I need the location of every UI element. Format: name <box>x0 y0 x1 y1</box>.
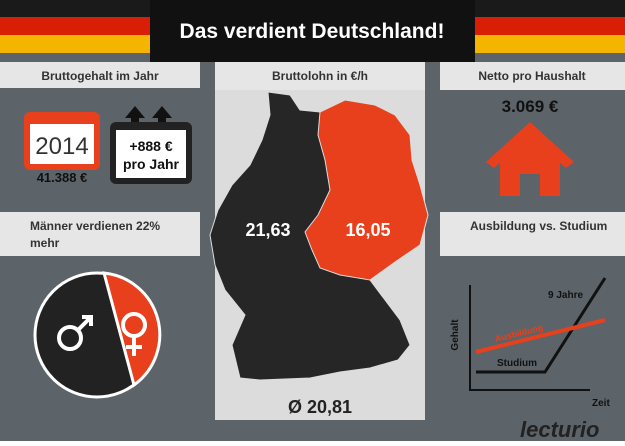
arrow-icons <box>125 106 172 122</box>
house-icon <box>486 122 574 196</box>
panel-header <box>440 62 625 90</box>
panel-heading: Bruttolohn in €/h <box>272 69 368 83</box>
panel-heading: Netto pro Haushalt <box>478 69 585 83</box>
female-symbol <box>121 312 147 356</box>
y-axis-label: Gehalt <box>450 319 461 351</box>
map-east <box>304 99 429 281</box>
panel-heading: Bruttogehalt im Jahr <box>41 69 159 83</box>
panel-heading-text: Ausbildung vs. Studium <box>470 219 607 233</box>
panel-header <box>0 62 200 88</box>
average-wage: Ø 20,81 <box>288 397 352 417</box>
panel-heading: Männer verdienen 22% mehr <box>30 219 161 250</box>
male-symbol <box>57 315 93 351</box>
household-amount: 3.069 € <box>502 97 559 116</box>
study-line <box>476 277 607 374</box>
year: 2014 <box>35 133 88 160</box>
x-axis-label: Zeit <box>592 398 610 409</box>
title: Das verdient Deutschland! <box>180 20 445 43</box>
salary-amount: 41.388 € <box>37 170 88 185</box>
increase-unit: pro Jahr <box>123 156 180 172</box>
panel-heading: Ausbildung vs. Studium <box>470 219 607 233</box>
east-wage: 16,05 <box>345 220 390 240</box>
gender-heading-box: Männer verdienen 22% mehr <box>30 219 161 250</box>
apprenticeship-line <box>475 318 606 354</box>
logo: lecturio <box>520 417 599 441</box>
years-label: 9 Jahre <box>548 290 583 301</box>
title-box <box>150 0 475 62</box>
west-wage: 21,63 <box>245 220 290 240</box>
panel-header <box>440 212 625 256</box>
increase-page <box>116 130 186 178</box>
panel-header <box>0 212 200 256</box>
increase: +888 € <box>129 138 172 154</box>
graph-axes <box>469 285 590 391</box>
calendar-page <box>30 124 94 164</box>
study-label: Studium <box>497 358 537 369</box>
pie-women <box>101 271 162 388</box>
panel-header <box>215 62 425 90</box>
